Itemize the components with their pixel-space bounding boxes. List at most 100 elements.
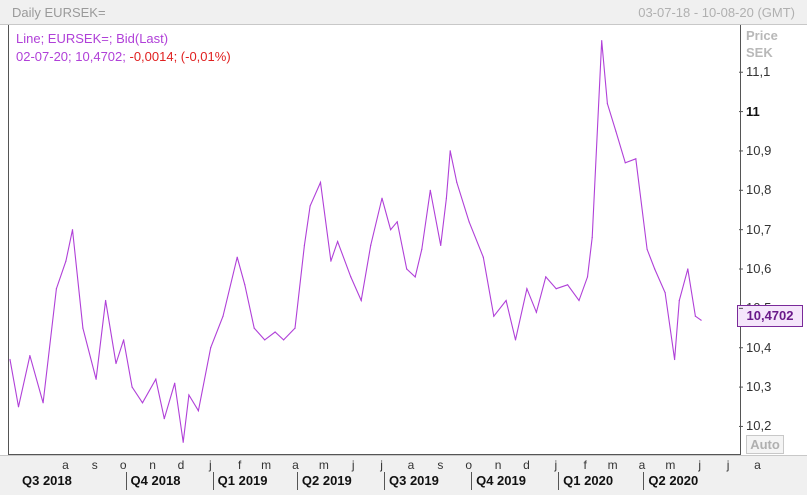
data-point — [115, 362, 117, 365]
quarter-label: Q3 2019 — [388, 473, 439, 488]
month-label: f — [583, 458, 587, 472]
data-point — [9, 358, 11, 361]
month-label: o — [119, 458, 127, 472]
y-tick-label: 10,6 — [746, 261, 772, 277]
data-point — [421, 248, 423, 250]
quarter-separator — [125, 472, 127, 490]
data-point — [567, 284, 569, 286]
data-point — [482, 256, 484, 258]
data-point — [493, 315, 495, 317]
currency-label: SEK — [746, 45, 773, 60]
data-point — [687, 268, 689, 270]
data-point — [646, 248, 648, 250]
data-point — [396, 221, 398, 223]
data-point — [264, 339, 266, 341]
legend-last-values: 02-07-20; 10,4702; -0,0014; (-0,01%) — [16, 48, 231, 66]
y-tick-label: 10,2 — [746, 418, 772, 434]
data-point — [29, 355, 31, 357]
data-point — [123, 339, 125, 341]
month-label: j — [351, 458, 355, 472]
chart-title: Daily EURSEK= — [12, 5, 106, 20]
quarter-separator — [471, 472, 473, 490]
month-label: m — [318, 458, 329, 472]
data-point — [694, 315, 697, 317]
data-point — [545, 276, 547, 278]
data-point — [468, 221, 470, 223]
month-label: a — [407, 458, 415, 472]
quarter-separator — [558, 472, 560, 490]
data-point — [526, 288, 528, 290]
data-point — [449, 150, 451, 152]
data-point — [163, 418, 165, 420]
data-point — [615, 130, 617, 132]
auto-scale-button[interactable]: Auto — [746, 435, 784, 454]
data-point — [406, 268, 408, 270]
legend-series: Line; EURSEK=; Bid(Last) — [16, 31, 169, 46]
data-point — [319, 181, 322, 183]
date-range: 03-07-18 - 10-08-20 (GMT) — [638, 5, 795, 20]
month-label: o — [465, 458, 473, 472]
data-point — [42, 402, 44, 404]
month-label: j — [380, 458, 383, 472]
month-label: a — [62, 458, 69, 472]
data-point — [370, 244, 372, 246]
legend-last-price: 02-07-20; 10,4702; — [16, 49, 130, 64]
month-label: a — [292, 458, 299, 472]
data-point — [381, 197, 383, 199]
data-point — [283, 339, 285, 341]
data-point — [591, 236, 593, 239]
month-label: s — [91, 458, 98, 472]
month-label: a — [754, 458, 761, 472]
quarter-label: Q4 2018 — [130, 473, 181, 488]
data-point — [414, 276, 416, 278]
data-point — [674, 358, 676, 361]
data-point — [294, 327, 296, 329]
y-tick-label: 10,7 — [746, 221, 772, 237]
data-point — [253, 327, 255, 329]
data-point — [350, 276, 352, 278]
chart-title-bar: Daily EURSEK= 03-07-18 - 10-08-20 (GMT) — [0, 0, 807, 25]
data-point — [71, 229, 74, 231]
data-point — [65, 260, 67, 262]
plot-area[interactable] — [8, 25, 741, 455]
month-label: m — [607, 458, 618, 472]
data-point — [429, 189, 431, 191]
data-point — [244, 284, 246, 286]
month-label: n — [494, 458, 502, 472]
data-point — [678, 299, 680, 302]
data-point — [210, 347, 212, 349]
quarter-label: Q4 2019 — [476, 473, 526, 488]
data-point — [601, 40, 603, 42]
data-point — [131, 386, 133, 388]
data-point — [445, 197, 447, 199]
data-point — [654, 268, 656, 270]
quarter-label: Q1 2019 — [217, 473, 268, 488]
legend-change: -0,0014; (-0,01%) — [129, 49, 231, 64]
data-point — [330, 260, 332, 262]
data-point — [95, 378, 97, 380]
time-axis[interactable] — [0, 455, 807, 495]
y-tick-label: 10,9 — [746, 142, 772, 158]
data-point — [82, 327, 84, 329]
month-label: d — [523, 458, 530, 472]
month-label: d — [177, 458, 185, 472]
last-value-marker: 10,4702 — [737, 305, 803, 327]
month-label: m — [261, 458, 272, 472]
month-label: j — [208, 458, 212, 472]
data-point — [390, 229, 392, 231]
data-point — [606, 103, 609, 105]
quarter-separator — [383, 472, 385, 490]
data-point — [586, 276, 589, 278]
month-label: j — [726, 458, 730, 472]
data-point — [635, 158, 637, 160]
quarter-label: Q3 2018 — [22, 473, 72, 488]
data-point — [624, 162, 626, 164]
data-point — [236, 256, 238, 258]
data-point — [700, 319, 702, 321]
data-point — [440, 244, 442, 246]
month-label: f — [237, 458, 242, 472]
month-label: n — [149, 458, 156, 472]
data-point — [578, 299, 580, 302]
month-label: j — [554, 458, 558, 472]
